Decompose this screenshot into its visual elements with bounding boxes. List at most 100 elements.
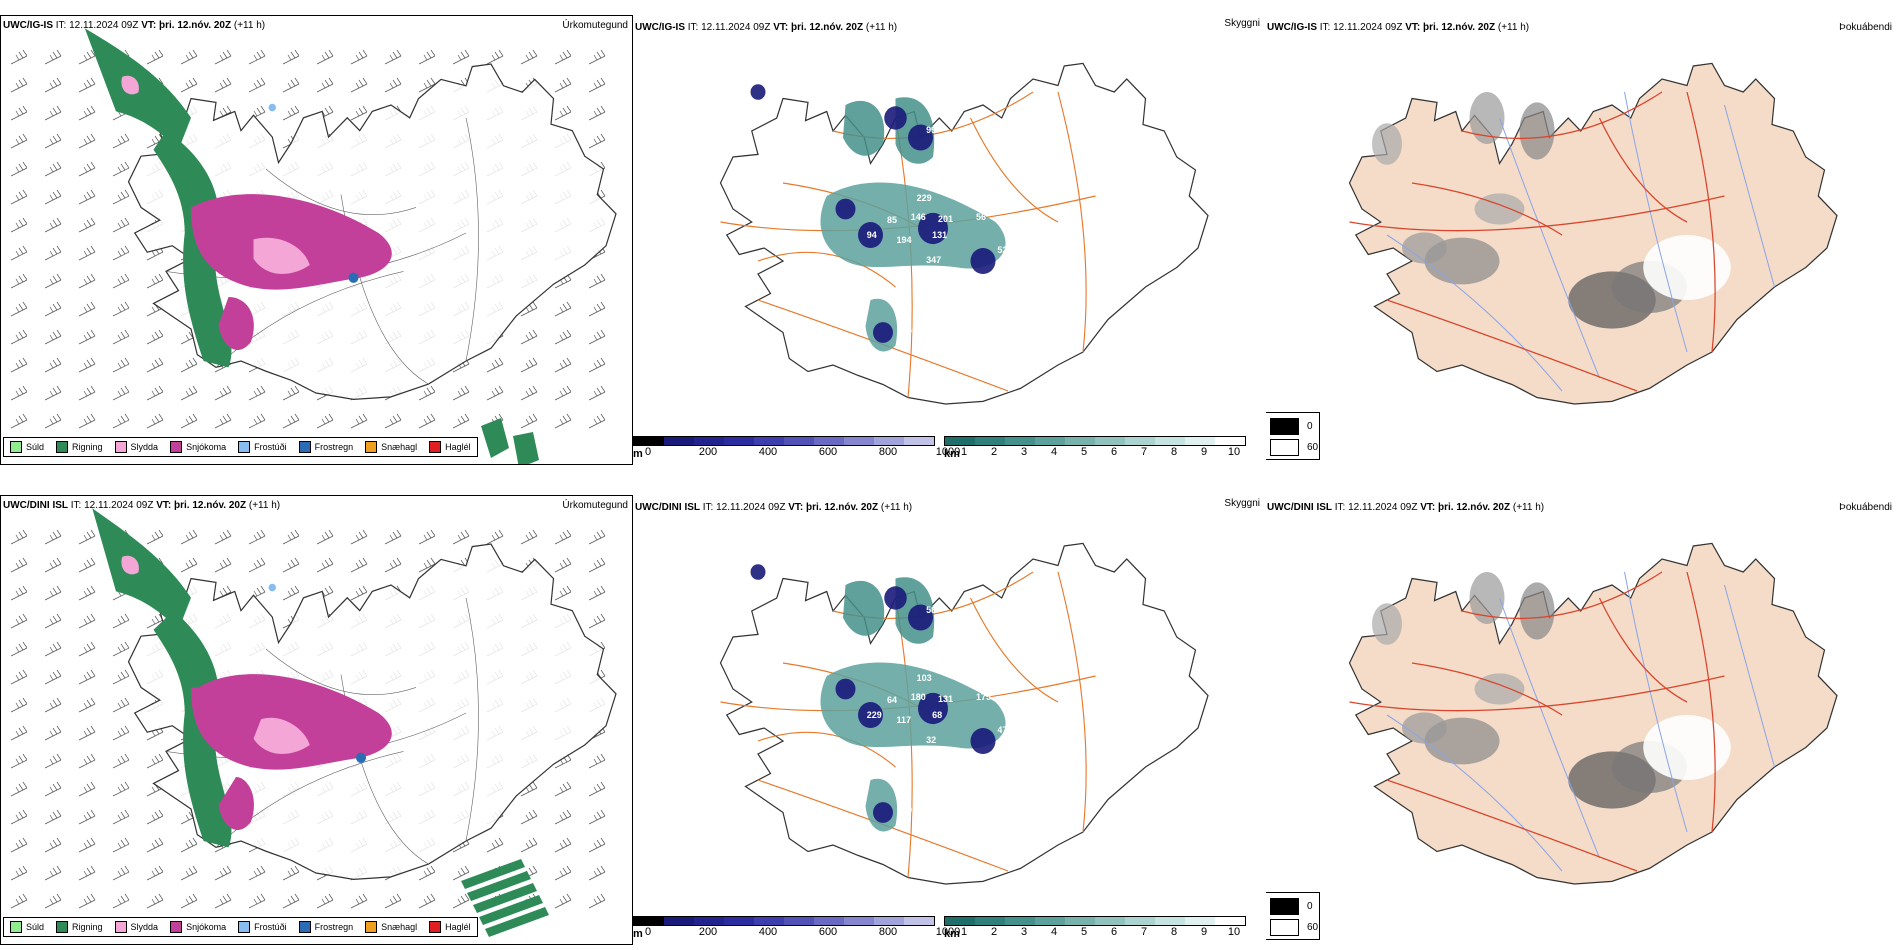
panel-title: Úrkomutegund <box>562 20 628 31</box>
visibility-panel-2: 42 58 77 89 13 76 103 175 45 66 64 180 131 68 36 229 117… <box>633 495 1266 945</box>
wind-barb <box>554 77 572 93</box>
wind-barb <box>78 161 96 177</box>
freezing-rain-area <box>356 752 366 763</box>
wind-barb <box>112 753 130 769</box>
river <box>1724 584 1775 768</box>
fog-area <box>1372 123 1402 165</box>
wind-barb <box>112 725 130 741</box>
wind-barb <box>44 725 62 741</box>
wind-barb <box>112 413 130 429</box>
wind-barb <box>44 697 62 713</box>
init-time: 12.11.2024 09Z <box>84 500 154 511</box>
iceland-land <box>719 62 1209 405</box>
river <box>1386 714 1563 872</box>
sleet-area <box>253 237 310 274</box>
legend-item: Súld <box>10 921 44 933</box>
precip-type-map-1 <box>10 28 617 464</box>
wind-barb <box>78 613 96 629</box>
wind-barb <box>10 669 28 685</box>
panel-title: Þokuábendi <box>1839 22 1892 33</box>
colorbar-cell <box>975 437 1005 445</box>
wind-barb <box>452 529 470 545</box>
valid-time: þri. 12.nóv. 20Z <box>1423 22 1496 33</box>
legend-label: Rigning <box>72 922 103 932</box>
fog-area <box>1519 582 1555 640</box>
valid-time: þri. 12.nóv. 20Z <box>1438 502 1511 513</box>
colorbar-cell <box>874 437 904 445</box>
precip-type-legend: Súld Rigning Slydda Snjókoma Frostúði Frostre… <box>3 437 478 457</box>
wind-barb <box>10 697 28 713</box>
road <box>1386 299 1638 392</box>
wind-barb <box>10 413 28 429</box>
road <box>969 117 1059 223</box>
wind-barb <box>350 105 368 121</box>
legend-label: Haglél <box>445 442 471 452</box>
low-cloud-patch <box>750 84 766 100</box>
wind-barb <box>588 357 606 373</box>
wind-barb <box>44 329 62 345</box>
colorbar-cell <box>874 917 904 925</box>
panel-title: Skyggni <box>1224 18 1260 29</box>
wind-barb <box>10 357 28 373</box>
wind-barb <box>112 865 130 881</box>
wind-barb <box>214 893 232 909</box>
visibility-value: 13 <box>959 625 970 635</box>
wind-barb <box>44 49 62 65</box>
visibility-panel-1: 55 99 72 67 39 77 229 56 65 64 85 146 201 131 80 94 194 5… <box>633 15 1266 465</box>
colorbar-body: 1 2 3 4 5 6 7 8 9 10 <box>944 436 1246 458</box>
wind-barb <box>520 329 538 345</box>
wind-barb <box>384 557 402 573</box>
colorbar-tick: 400 <box>758 446 778 458</box>
wind-barb <box>112 245 130 261</box>
colorbar-cell <box>844 437 874 445</box>
wind-barb <box>112 641 130 657</box>
wind-barb <box>10 217 28 233</box>
model-name: UWC/DINI ISL <box>3 500 68 511</box>
no-fog-area <box>1643 715 1731 780</box>
wind-barb <box>554 529 572 545</box>
colorbar-tick: 600 <box>818 926 838 938</box>
legend-label: Rigning <box>72 442 103 452</box>
wind-barb <box>10 781 28 797</box>
colorbar-tick: 0 <box>644 446 652 458</box>
road <box>1686 571 1716 833</box>
colorbar-cell <box>945 917 975 925</box>
low-visibility-area <box>843 100 885 156</box>
legend-label: Súld <box>26 442 45 452</box>
legend-swatch <box>114 441 127 453</box>
colorbar-cells <box>633 916 935 926</box>
colorbar-tick: 9 <box>1200 446 1208 458</box>
wind-barb <box>384 529 402 545</box>
visibility-value: 91 <box>907 805 918 815</box>
colorbar-cell <box>1005 437 1035 445</box>
low-cloud-patch <box>858 222 883 248</box>
wind-barb <box>316 557 334 573</box>
road <box>1598 117 1688 223</box>
wind-barb <box>10 837 28 853</box>
wind-barb <box>112 189 130 205</box>
road <box>1411 662 1563 716</box>
low-cloud-patch <box>970 728 996 754</box>
sleet-area <box>253 717 310 754</box>
low-cloud-patch <box>873 322 893 343</box>
river <box>1624 91 1688 353</box>
vt-label: VT: <box>156 500 172 511</box>
wind-barb <box>180 49 198 65</box>
wind-barb <box>350 893 368 909</box>
wind-barb <box>554 385 572 401</box>
wind-barb <box>146 413 164 429</box>
road <box>465 117 479 362</box>
wind-barb <box>452 865 470 881</box>
colorbar-cell <box>754 437 784 445</box>
colorbar-body: 1 2 3 4 5 6 7 8 9 10 <box>944 916 1246 938</box>
legend-label: Snæhagl <box>381 922 418 932</box>
wind-barb <box>316 529 334 545</box>
wind-barb <box>112 809 130 825</box>
wind-barb <box>248 585 266 601</box>
wind-barb <box>248 529 266 545</box>
visibility-value: 42 <box>765 560 776 570</box>
colorbar-body: 0 200 400 600 800 1000 <box>633 436 960 458</box>
wind-barb <box>554 893 572 909</box>
wind-barb <box>588 385 606 401</box>
legend-label: Súld <box>26 922 45 932</box>
